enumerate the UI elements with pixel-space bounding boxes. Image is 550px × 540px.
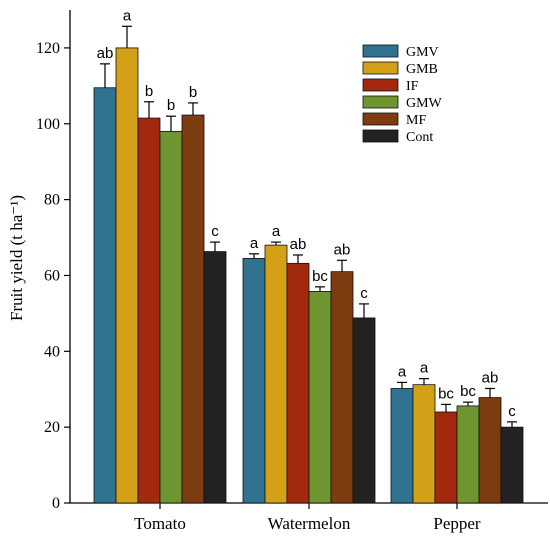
y-tick-label: 100 [36, 116, 60, 133]
bar [500, 426, 524, 504]
legend-label: GMV [406, 45, 439, 60]
significance-label: a [250, 235, 259, 252]
legend: GMV GMB IF GMW MF Cont [362, 44, 443, 145]
significance-label: a [123, 7, 132, 24]
x-tick-label: Watermelon [268, 514, 351, 533]
legend-swatch [362, 78, 399, 92]
legend-swatch [362, 129, 399, 143]
legend-swatch [362, 112, 399, 126]
legend-label: GMW [406, 96, 443, 111]
bar [308, 290, 332, 504]
bar [159, 130, 183, 504]
bar [434, 411, 458, 504]
legend-swatch [362, 44, 399, 58]
y-tick-label: 20 [44, 419, 60, 436]
legend-label: Cont [406, 130, 433, 145]
significance-label: c [211, 223, 219, 240]
significance-label: b [189, 84, 197, 101]
bar [330, 271, 354, 504]
significance-label: b [167, 97, 175, 114]
legend-label: GMB [406, 62, 438, 77]
bar [456, 405, 480, 504]
bar [352, 317, 376, 504]
significance-label: ab [290, 236, 307, 253]
x-tick-label: Tomato [134, 514, 186, 533]
significance-label: ab [97, 45, 114, 62]
bar [286, 262, 310, 504]
y-tick-label: 0 [52, 495, 60, 512]
significance-label: c [508, 403, 516, 420]
significance-label: c [360, 285, 368, 302]
bar [412, 384, 436, 504]
y-tick-label: 40 [44, 343, 60, 360]
bar [478, 397, 502, 504]
bar [390, 388, 414, 504]
significance-label: a [272, 223, 281, 240]
significance-label: bc [312, 268, 328, 285]
y-tick-label: 120 [36, 40, 60, 57]
bar [93, 87, 117, 504]
bar [181, 114, 205, 504]
bar [242, 257, 266, 504]
significance-label: b [145, 83, 153, 100]
bar [264, 244, 288, 504]
significance-label: ab [482, 369, 499, 386]
bar [115, 47, 139, 504]
significance-label: bc [460, 383, 476, 400]
significance-label: bc [438, 385, 454, 402]
legend-label: IF [406, 79, 419, 94]
legend-swatch [362, 95, 399, 109]
significance-label: ab [334, 241, 351, 258]
significance-label: a [420, 360, 429, 377]
legend-label: MF [406, 113, 426, 128]
legend-swatch [362, 61, 399, 75]
y-tick-label: 60 [44, 267, 60, 284]
bar [137, 117, 161, 504]
bar [203, 251, 227, 504]
y-axis-label: Fruit yield (t ha⁻¹) [7, 195, 26, 321]
axes: 0 20 40 60 80 100 120 Tomato Watermelon Pepper [36, 10, 548, 533]
y-tick-label: 80 [44, 192, 60, 209]
significance-label: a [398, 363, 407, 380]
x-tick-label: Pepper [433, 514, 481, 533]
